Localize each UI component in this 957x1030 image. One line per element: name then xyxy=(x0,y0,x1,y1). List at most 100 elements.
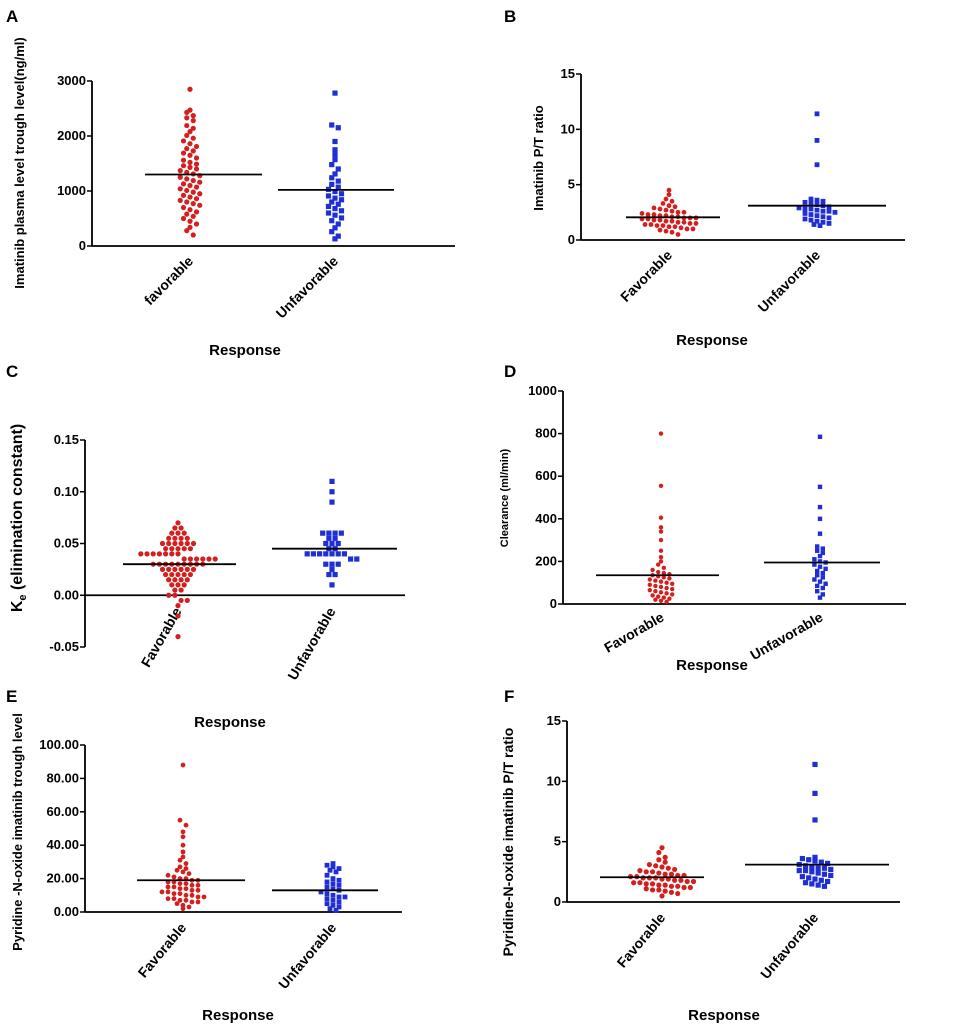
p3-point-favorable xyxy=(175,571,181,578)
p2-point-favorable xyxy=(663,207,669,213)
p6-point-unfavorable xyxy=(818,877,824,883)
p1-point-favorable xyxy=(193,221,200,227)
p5-point-favorable xyxy=(180,842,186,848)
p5-point-unfavorable xyxy=(336,899,342,905)
p3-point-favorable xyxy=(163,551,169,557)
p1-point-favorable xyxy=(184,187,190,194)
p4-point-unfavorable xyxy=(815,573,820,578)
p4-point-favorable xyxy=(647,582,652,588)
p3-point-unfavorable xyxy=(332,571,338,578)
p6-point-unfavorable xyxy=(812,854,818,860)
p6-point-unfavorable xyxy=(799,855,805,862)
p5-point-favorable xyxy=(186,871,192,876)
p4-point-unfavorable xyxy=(815,583,820,589)
p1-point-unfavorable xyxy=(335,233,341,239)
p3-point-unfavorable xyxy=(329,489,335,495)
p1-y-tick-label: 0 xyxy=(79,238,86,253)
p3-point-unfavorable xyxy=(341,551,347,557)
p1-point-unfavorable xyxy=(325,210,332,216)
p4-point-favorable xyxy=(650,567,655,573)
p5-point-unfavorable xyxy=(330,886,336,892)
p4-point-unfavorable xyxy=(815,548,820,553)
p4-point-unfavorable xyxy=(817,553,823,559)
p1-point-unfavorable xyxy=(329,181,335,187)
p6-point-favorable xyxy=(643,881,649,887)
p1-point-unfavorable xyxy=(332,138,338,145)
p4-point-unfavorable xyxy=(820,570,825,576)
p3-point-unfavorable xyxy=(354,556,360,562)
p5-point-favorable xyxy=(177,817,183,823)
p1-point-favorable xyxy=(190,125,196,131)
p4-point-unfavorable xyxy=(820,575,825,580)
p4-point-unfavorable xyxy=(815,589,820,594)
p2-point-unfavorable xyxy=(814,138,820,143)
p3-point-favorable xyxy=(159,540,166,547)
p1-point-favorable xyxy=(187,129,193,135)
p5-point-favorable xyxy=(189,899,195,905)
p5-point-favorable xyxy=(174,867,180,873)
p6-point-favorable xyxy=(662,888,668,894)
p3-category-label: Unfavorable xyxy=(284,604,338,682)
p2-point-favorable xyxy=(663,196,669,202)
p5-point-unfavorable xyxy=(324,862,330,868)
p6-point-favorable xyxy=(690,878,697,885)
p1-point-unfavorable xyxy=(329,229,335,235)
p1-point-favorable xyxy=(190,232,196,238)
p4-point-unfavorable xyxy=(817,504,823,510)
p4-point-unfavorable xyxy=(817,559,823,564)
p2-point-unfavorable xyxy=(802,211,808,216)
p1-point-unfavorable xyxy=(338,215,345,221)
p3-point-unfavorable xyxy=(323,561,329,567)
p3-point-favorable xyxy=(172,540,178,547)
p2-point-unfavorable xyxy=(817,223,823,229)
p2-point-unfavorable xyxy=(808,217,814,223)
p6-point-unfavorable xyxy=(821,865,828,871)
p4-point-favorable xyxy=(670,592,675,597)
p1-point-favorable xyxy=(180,157,187,163)
p1-point-favorable xyxy=(184,199,190,205)
p4-point-favorable xyxy=(661,575,666,580)
p2-point-favorable xyxy=(669,218,675,224)
p5-point-favorable xyxy=(177,857,183,863)
p1-point-unfavorable xyxy=(338,197,345,203)
p6-point-favorable xyxy=(681,884,687,891)
p3-point-favorable xyxy=(175,530,181,536)
p3-point-favorable xyxy=(181,556,187,562)
p5-point-unfavorable xyxy=(324,896,330,902)
p1-point-favorable xyxy=(177,197,183,203)
p1-point-favorable xyxy=(187,218,193,224)
p6-point-favorable xyxy=(637,868,643,874)
panel-label-a: A xyxy=(6,7,18,26)
p1-point-favorable xyxy=(197,191,203,197)
p2-point-unfavorable xyxy=(814,162,820,168)
p3-point-favorable xyxy=(187,571,193,578)
p6-point-favorable xyxy=(659,864,665,870)
p3-point-favorable xyxy=(144,551,150,557)
p5-point-unfavorable xyxy=(336,894,342,900)
p6-point-favorable xyxy=(649,887,656,893)
p5-point-unfavorable xyxy=(330,892,336,898)
p3-point-favorable xyxy=(172,525,178,531)
p6-point-unfavorable xyxy=(806,857,812,863)
p1-point-unfavorable xyxy=(325,203,332,209)
p3-point-favorable xyxy=(172,577,178,583)
p5-point-favorable xyxy=(177,886,183,892)
p3-point-favorable xyxy=(169,571,175,578)
p3-point-unfavorable xyxy=(326,535,332,541)
p5-point-favorable xyxy=(183,897,189,903)
p6-point-unfavorable xyxy=(812,876,818,882)
p1-point-favorable xyxy=(190,135,196,141)
p6-point-unfavorable xyxy=(812,858,818,864)
p5-point-favorable xyxy=(177,891,183,897)
p1-y-tick-label: 2000 xyxy=(57,128,86,143)
p1-point-favorable xyxy=(187,86,193,92)
p3-point-favorable xyxy=(172,566,178,572)
p2-point-favorable xyxy=(693,221,699,226)
p3-point-unfavorable xyxy=(332,535,338,541)
p5-point-unfavorable xyxy=(327,867,333,873)
p3-point-favorable xyxy=(172,587,178,593)
p1-y-tick-label: 1000 xyxy=(57,183,86,198)
p6-point-favorable xyxy=(656,857,662,863)
p3-point-unfavorable xyxy=(310,551,316,557)
p1-point-favorable xyxy=(180,150,187,156)
